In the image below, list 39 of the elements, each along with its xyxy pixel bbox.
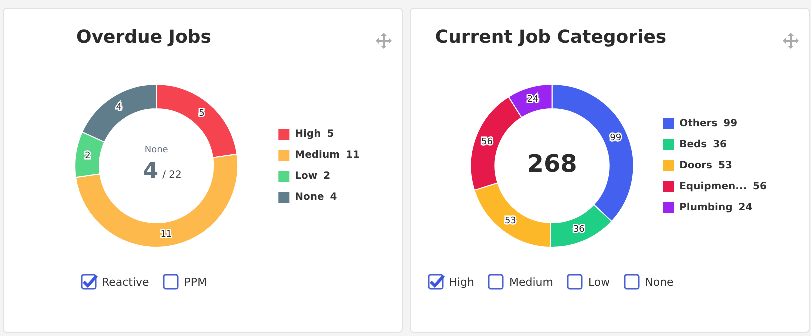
text: None: [144, 145, 169, 156]
legend-label: Doors: [680, 160, 713, 172]
data-label: 2: [85, 151, 91, 162]
text: 5: [327, 129, 334, 140]
legend-label: None: [295, 192, 324, 204]
text: PPM: [184, 276, 208, 288]
legend-label: High: [295, 129, 322, 140]
legend-label: Plumbing: [680, 202, 733, 214]
text: 4: [143, 159, 159, 184]
legend-label: Low: [295, 171, 318, 182]
data-label: 53: [504, 216, 516, 227]
text: High: [449, 276, 474, 288]
legend-label: Others: [680, 118, 718, 130]
text: Low: [588, 276, 610, 288]
text: 24: [738, 202, 753, 214]
legend-label: Equipmen...: [680, 182, 748, 193]
text: 53: [718, 160, 732, 172]
text: 36: [713, 140, 728, 151]
data-label: 56: [482, 137, 494, 148]
data-label: 4: [116, 103, 122, 114]
chart-title: Current Job Categories: [434, 27, 668, 48]
chart-title: Overdue Jobs: [76, 27, 212, 48]
text: 2: [324, 171, 331, 182]
legend-label: Medium: [295, 150, 340, 162]
data-label: 5: [199, 108, 205, 119]
text: Medium: [509, 276, 554, 288]
text: 56: [753, 182, 767, 193]
legend-label: Beds: [680, 140, 708, 151]
data-label: 36: [573, 225, 586, 236]
text: 268: [527, 150, 578, 178]
data-label: 24: [527, 94, 540, 105]
data-label: 11: [160, 230, 172, 240]
text: Reactive: [102, 276, 150, 288]
text: 11: [346, 150, 360, 162]
text: 4: [330, 192, 338, 204]
text: None: [645, 276, 674, 288]
text: / 22: [162, 170, 182, 181]
data-label: 99: [610, 134, 622, 144]
text: 99: [724, 118, 738, 130]
